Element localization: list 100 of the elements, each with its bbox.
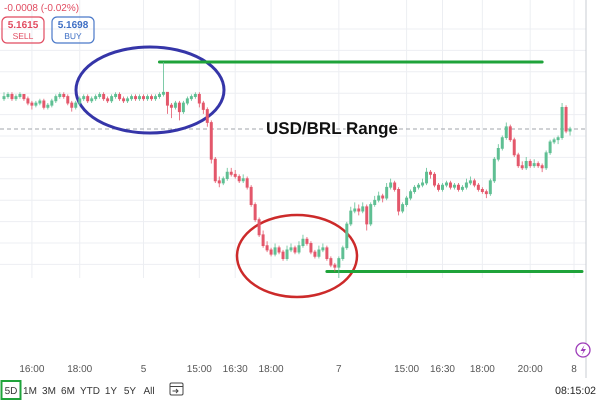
candlestick (174, 100, 177, 110)
candlestick (118, 92, 122, 102)
candlestick (476, 182, 480, 192)
candlestick (90, 96, 94, 104)
candlestick (42, 98, 46, 110)
candlestick (452, 182, 456, 190)
x-tick-label: 18:00 (258, 364, 284, 375)
x-tick-label: 15:00 (186, 364, 212, 375)
candlestick (150, 94, 153, 102)
candlestick (464, 178, 468, 190)
text: 1Y (104, 386, 118, 397)
candlestick (440, 182, 444, 192)
candlestick (365, 204, 368, 231)
candlestick (18, 92, 22, 100)
x-tick-label: 8 (571, 364, 578, 375)
candlestick (444, 180, 448, 188)
text: All (143, 386, 155, 397)
candlestick (138, 94, 142, 102)
x-tick-label: 20:00 (518, 364, 544, 375)
candlestick (166, 92, 169, 114)
candlestick (417, 182, 420, 190)
text: 6M (61, 386, 75, 397)
candlestick (194, 92, 197, 100)
candlestick (274, 243, 277, 257)
candlestick (86, 94, 90, 104)
candlestick (98, 92, 102, 100)
candlestick (114, 92, 118, 100)
text: 5Y (124, 386, 136, 397)
x-tick-label: 18:00 (470, 364, 496, 375)
candlestick (540, 163, 544, 173)
candlestick (94, 94, 98, 102)
candlestick (38, 98, 42, 106)
candlestick (234, 170, 237, 180)
candlestick (564, 104, 568, 134)
x-tick-label: 16:30 (430, 364, 456, 375)
candlestick (524, 156, 528, 170)
x-tick-label: 16:30 (222, 364, 248, 375)
candlestick (568, 126, 572, 136)
text: -0.0008 (-0.02%) (4, 3, 80, 14)
candlestick (532, 158, 536, 168)
candlestick (2, 92, 6, 102)
candlestick (377, 191, 380, 203)
candlestick (146, 94, 149, 102)
candlestick (154, 94, 157, 102)
candlestick (472, 178, 476, 188)
text: 08:15:02 (555, 385, 596, 397)
candlestick (468, 176, 472, 186)
candlestick (58, 92, 62, 100)
candlestick (484, 189, 488, 198)
x-tick-label: 18:00 (67, 364, 93, 375)
candlestick (102, 92, 106, 102)
candlestick (14, 94, 18, 102)
candlestick (536, 160, 540, 168)
candlestick (78, 96, 82, 106)
candlestick (425, 167, 428, 186)
candlestick (126, 96, 130, 104)
candlestick (282, 250, 285, 262)
annotation: USD/BRL Range (266, 119, 398, 138)
text: 5.1615 (8, 20, 39, 31)
candlestick (162, 62, 165, 97)
text: SELL (12, 31, 34, 41)
candlestick (34, 100, 38, 108)
candlestick (46, 102, 50, 110)
candlestick (309, 240, 312, 255)
candlestick (54, 94, 58, 104)
candlestick (30, 100, 34, 110)
candlestick (286, 245, 289, 262)
candlestick (142, 94, 146, 102)
x-tick-label: 16:00 (19, 364, 45, 375)
candlestick (82, 94, 86, 102)
x-tick-label: 7 (336, 364, 342, 375)
candlestick (226, 167, 229, 182)
candlestick (178, 100, 181, 121)
text: 5.1698 (58, 20, 89, 31)
candlestick (106, 96, 110, 104)
candlestick (480, 186, 484, 194)
candlestick (182, 100, 185, 114)
candlestick (357, 204, 360, 216)
x-tick-label: 15:00 (394, 364, 420, 375)
text: 1M (23, 386, 37, 397)
candlestick (130, 94, 134, 102)
candlestick (361, 202, 364, 214)
candlestick (381, 193, 384, 203)
candlestick (122, 96, 126, 104)
candlestick (238, 174, 241, 184)
candlestick (10, 92, 14, 102)
text: YTD (80, 386, 100, 397)
candlestick (456, 182, 460, 192)
candlestick (293, 245, 296, 255)
candlestick (22, 94, 26, 102)
candlestick (385, 182, 388, 201)
text: 3M (42, 386, 56, 397)
text: 5D (4, 386, 18, 397)
candlestick (242, 174, 245, 184)
candlestick (134, 94, 138, 102)
candlestick (528, 158, 532, 168)
candlestick (560, 102, 564, 140)
candlestick (433, 172, 436, 188)
candlestick (448, 180, 452, 190)
candlestick (6, 92, 10, 100)
